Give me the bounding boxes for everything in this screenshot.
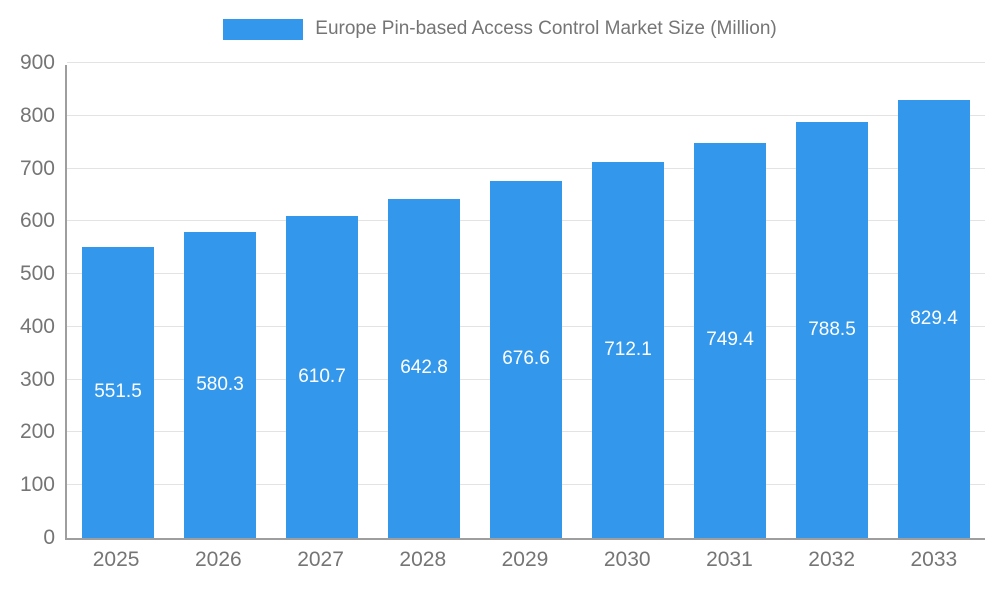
bar-slot: 580.3 xyxy=(169,65,271,538)
bar-2029: 676.6 xyxy=(490,180,562,538)
y-tick-label: 0 xyxy=(43,526,55,549)
x-tick-label: 2032 xyxy=(808,548,855,571)
plot-area: 0 100 200 300 400 500 600 700 800 900 551.5 580.3 6… xyxy=(20,51,985,549)
bar-2032: 788.5 xyxy=(796,121,868,538)
chart-legend: Europe Pin-based Access Control Market S… xyxy=(0,18,1000,40)
bar-2027: 610.7 xyxy=(286,215,358,538)
x-tick-label: 2029 xyxy=(501,548,549,571)
bar-value-label: 788.5 xyxy=(808,318,856,340)
bar-2030: 712.1 xyxy=(592,162,664,538)
x-tick-label: 2026 xyxy=(194,548,242,571)
x-axis-labels: 2025 2026 2027 2028 2029 2030 2031 2032 2033 xyxy=(65,548,985,572)
bar-value-label: 642.8 xyxy=(400,357,448,379)
bar-value-label: 829.4 xyxy=(910,308,958,330)
bar-slot: 610.7 xyxy=(271,65,373,538)
bar-slot: 551.5 xyxy=(67,65,169,538)
gridline xyxy=(67,167,985,169)
bar-slot: 676.6 xyxy=(475,65,577,538)
x-tick-label: 2027 xyxy=(297,548,344,571)
bar-value-label: 551.5 xyxy=(94,381,142,403)
x-tick-label: 2033 xyxy=(910,548,958,571)
x-tick-label: 2028 xyxy=(399,548,447,571)
y-tick-label: 800 xyxy=(19,103,55,127)
gridline xyxy=(67,114,985,116)
x-tick-label: 2025 xyxy=(92,548,140,571)
bar-2025: 551.5 xyxy=(82,246,154,538)
x-tick-label: 2031 xyxy=(706,548,753,571)
chart-title: Europe Pin-based Access Control Market S… xyxy=(315,18,777,39)
bar-slot: 642.8 xyxy=(373,65,475,538)
bar-slot: 788.5 xyxy=(781,65,883,538)
bar-2031: 749.4 xyxy=(694,142,766,538)
gridline xyxy=(67,62,985,63)
bar-slot: 749.4 xyxy=(679,65,781,538)
bar-2028: 642.8 xyxy=(388,198,460,538)
bar-value-label: 676.6 xyxy=(502,348,550,370)
y-tick-label: 200 xyxy=(19,420,55,444)
y-tick-label: 600 xyxy=(19,209,55,233)
legend-swatch xyxy=(223,18,304,40)
bar-2026: 580.3 xyxy=(184,231,256,538)
bar-value-label: 749.4 xyxy=(706,329,754,351)
y-tick-label: 100 xyxy=(19,473,55,497)
bar-2033: 829.4 xyxy=(898,100,970,538)
x-tick-label: 2030 xyxy=(603,548,651,571)
y-tick-label: 900 xyxy=(19,51,55,74)
bar-slot: 712.1 xyxy=(577,65,679,538)
bar-value-label: 712.1 xyxy=(604,339,652,361)
bar-value-label: 610.7 xyxy=(298,365,346,387)
y-tick-label: 400 xyxy=(19,314,55,338)
y-tick-label: 500 xyxy=(19,262,55,286)
bar-slot: 829.4 xyxy=(883,65,985,538)
y-tick-label: 700 xyxy=(19,156,55,180)
bars-layer: 551.5 580.3 610.7 642.8 676.6 712.1 749.4 788.5… xyxy=(67,65,985,538)
bar-value-label: 580.3 xyxy=(196,373,244,395)
y-tick-label: 300 xyxy=(19,367,55,391)
